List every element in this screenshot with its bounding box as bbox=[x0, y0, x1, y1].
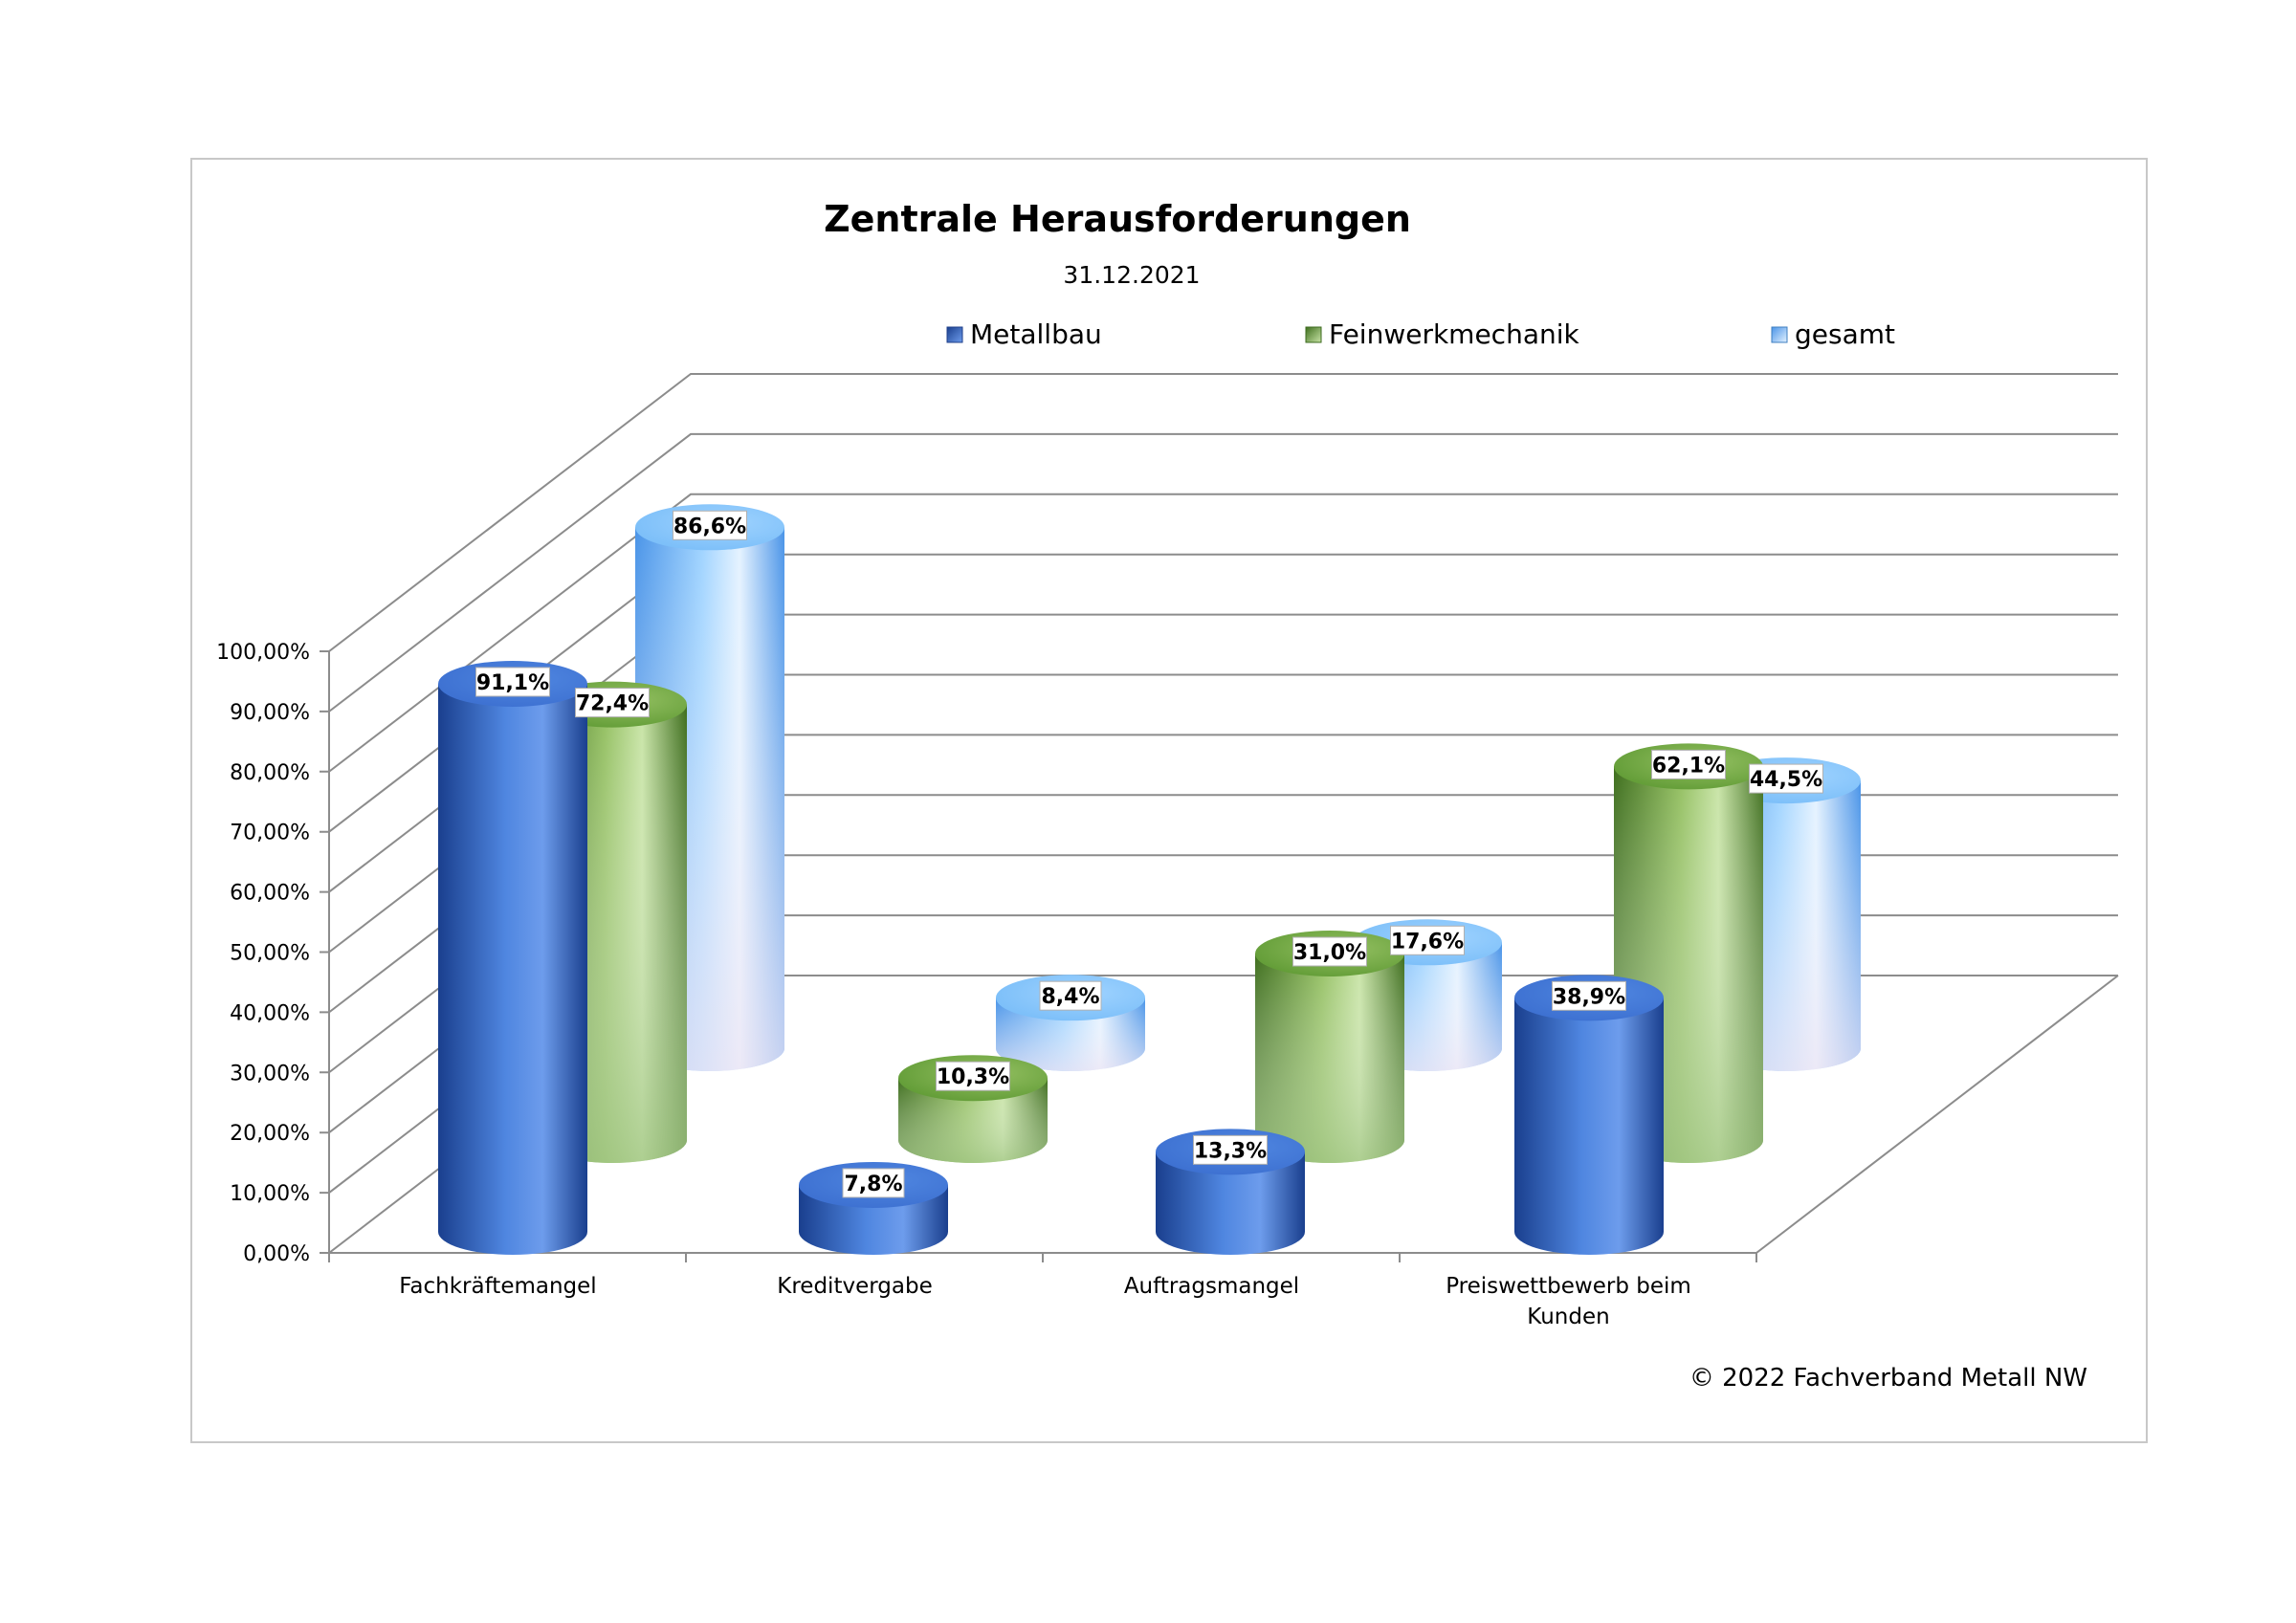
data-label-feinwerkmechanik-0: 72,4% bbox=[575, 688, 650, 718]
chart-title: Zentrale Herausforderungen bbox=[824, 198, 1411, 240]
bar-shade bbox=[1255, 954, 1404, 1163]
y-tick-label: 60,00% bbox=[230, 882, 310, 906]
data-label-box bbox=[673, 510, 747, 540]
gridline bbox=[320, 493, 2118, 773]
data-label-text: 8,4% bbox=[1041, 985, 1099, 1009]
chart-frame: 0,00% 10,00% 20,00% 30,00% 40,00% 50,00% 60,00… bbox=[190, 158, 2148, 1443]
y-tick-label: 0,00% bbox=[243, 1242, 310, 1266]
data-label-gesamt-2: 17,6% bbox=[1390, 925, 1465, 955]
data-label-text: 91,1% bbox=[476, 671, 549, 695]
y-tick-label: 70,00% bbox=[230, 822, 310, 845]
data-label-box bbox=[1390, 925, 1465, 955]
y-tick-label: 40,00% bbox=[230, 1001, 310, 1025]
data-label-box bbox=[1292, 936, 1367, 967]
data-label-metallbau-3: 38,9% bbox=[1552, 980, 1626, 1011]
x-tick-label: Auftragsmangel bbox=[1124, 1274, 1299, 1299]
chart-canvas: 0,00% 10,00% 20,00% 30,00% 40,00% 50,00% 60,00… bbox=[216, 198, 2119, 1393]
data-label-metallbau-0: 91,1% bbox=[475, 667, 550, 697]
gridline bbox=[320, 373, 2118, 652]
data-label-text: 7,8% bbox=[844, 1173, 902, 1196]
legend-swatch-metallbau bbox=[946, 326, 963, 343]
y-tick-label: 90,00% bbox=[230, 701, 310, 725]
data-label-gesamt-0: 86,6% bbox=[673, 510, 747, 540]
data-label-box bbox=[936, 1061, 1010, 1091]
data-label-box bbox=[1651, 749, 1726, 779]
x-tick-label: Preiswettbewerb beim bbox=[1446, 1274, 1691, 1299]
bar-metallbau-3 bbox=[1514, 975, 1664, 1255]
y-tick-label: 30,00% bbox=[230, 1062, 310, 1086]
data-label-gesamt-1: 8,4% bbox=[1039, 980, 1102, 1011]
data-label-text: 13,3% bbox=[1194, 1139, 1267, 1163]
legend-label-gesamt: gesamt bbox=[1795, 318, 1895, 350]
data-label-box bbox=[1749, 763, 1823, 794]
y-tick-label: 10,00% bbox=[230, 1182, 310, 1206]
legend: Metallbau Feinwerkmechanik gesamt bbox=[946, 318, 1895, 350]
legend-swatch-gesamt bbox=[1771, 326, 1788, 343]
data-label-feinwerkmechanik-1: 10,3% bbox=[936, 1061, 1010, 1091]
bar-metallbau-0 bbox=[438, 660, 587, 1255]
data-label-text: 72,4% bbox=[576, 692, 649, 716]
legend-label-metallbau: Metallbau bbox=[970, 318, 1102, 350]
bar-shade bbox=[1514, 998, 1664, 1255]
copyright-note: © 2022 Fachverband Metall NW bbox=[1689, 1364, 2087, 1393]
data-label-text: 44,5% bbox=[1750, 768, 1822, 792]
chart-subtitle: 31.12.2021 bbox=[1063, 261, 1200, 289]
legend-label-feinwerkmechanik: Feinwerkmechanik bbox=[1329, 318, 1580, 350]
data-label-feinwerkmechanik-2: 31,0% bbox=[1292, 936, 1367, 967]
data-label-feinwerkmechanik-3: 62,1% bbox=[1651, 749, 1726, 779]
data-label-text: 38,9% bbox=[1553, 985, 1625, 1009]
data-label-box bbox=[575, 688, 650, 718]
data-label-box bbox=[475, 667, 550, 697]
gridline bbox=[320, 432, 2118, 713]
data-labels: 86,6% 8,4% 17,6% 44,5% 72,4% 10,3% 31,0% 62,1% 9… bbox=[475, 510, 1823, 1198]
bar-shade bbox=[898, 1078, 1048, 1163]
y-axis-ticks: 0,00% 10,00% 20,00% 30,00% 40,00% 50,00% 60,00… bbox=[216, 641, 310, 1266]
data-label-gesamt-3: 44,5% bbox=[1749, 763, 1823, 794]
data-label-text: 31,0% bbox=[1293, 941, 1366, 965]
y-tick-label: 80,00% bbox=[230, 761, 310, 785]
bar-shade bbox=[1156, 1151, 1305, 1255]
data-label-text: 62,1% bbox=[1652, 754, 1725, 778]
bars bbox=[438, 504, 1861, 1255]
data-label-box bbox=[1193, 1134, 1268, 1165]
x-tick-label: Fachkräftemangel bbox=[399, 1274, 596, 1299]
data-label-text: 10,3% bbox=[937, 1065, 1009, 1089]
data-label-text: 86,6% bbox=[673, 515, 746, 538]
legend-swatch-feinwerkmechanik bbox=[1305, 326, 1322, 343]
x-tick-label: Kreditvergabe bbox=[777, 1274, 932, 1299]
x-axis-categories: Fachkräftemangel Kreditvergabe Auftragsman… bbox=[399, 1274, 1690, 1329]
bar-shade bbox=[438, 683, 587, 1255]
data-label-box bbox=[1552, 980, 1626, 1011]
y-tick-label: 20,00% bbox=[230, 1122, 310, 1146]
data-label-metallbau-2: 13,3% bbox=[1193, 1134, 1268, 1165]
data-label-metallbau-1: 7,8% bbox=[842, 1168, 905, 1198]
data-label-box bbox=[842, 1168, 905, 1198]
data-label-text: 17,6% bbox=[1391, 930, 1464, 954]
y-tick-label: 100,00% bbox=[216, 641, 310, 665]
x-tick-label: Kunden bbox=[1527, 1305, 1609, 1329]
y-tick-label: 50,00% bbox=[230, 942, 310, 966]
data-label-box bbox=[1039, 980, 1102, 1011]
